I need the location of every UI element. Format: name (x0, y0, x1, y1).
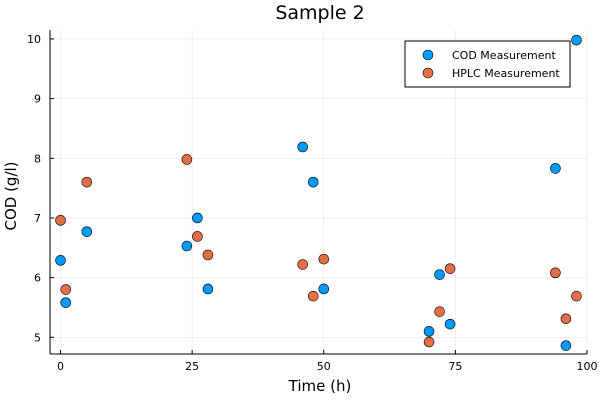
hplc-measurement-point (192, 231, 203, 242)
y-tick-label: 7 (34, 212, 41, 225)
cod-measurement-point (307, 176, 319, 188)
cod-measurement-point (81, 226, 93, 237)
x-axis-title: Time (h) (288, 377, 352, 395)
cod-measurement-point (55, 255, 66, 266)
cod-measurement-point (434, 269, 445, 280)
hplc-measurement-point (318, 253, 330, 265)
hplc-measurement-point (181, 154, 193, 165)
hplc-measurement-point (571, 290, 582, 302)
y-tick-label: 6 (34, 272, 41, 285)
x-tick-label: 25 (185, 360, 199, 373)
cod-measurement-point (318, 283, 330, 295)
cod-measurement-point (560, 340, 572, 351)
grid-layer (50, 30, 588, 354)
x-tick-label: 100 (577, 360, 598, 373)
legend-marker-cod (422, 49, 434, 61)
cod-measurement-point (550, 163, 561, 174)
hplc-measurement-point (550, 267, 561, 279)
x-tick-label: 75 (448, 360, 462, 373)
hplc-measurement-point (560, 313, 572, 325)
cod-measurement-point (60, 297, 72, 308)
x-tick-label: 50 (317, 360, 331, 373)
axis-layer: 0 25 50 75 100 5 6 7 8 9 10 (27, 30, 598, 373)
hplc-measurement-point (60, 284, 72, 295)
y-tick-label: 10 (27, 33, 41, 46)
legend: COD Measurement HPLC Measurement (404, 40, 571, 88)
x-tick-label: 0 (57, 360, 64, 373)
hplc-measurement-point (81, 176, 93, 188)
hplc-measurement-point (55, 215, 66, 226)
y-tick-label: 5 (34, 331, 41, 344)
cod-measurement-point (297, 141, 309, 153)
cod-measurement-point (202, 283, 214, 295)
hplc-measurement-point (202, 249, 214, 261)
hplc-measurement-point (444, 263, 456, 274)
y-axis-title: COD (g/l) (2, 161, 20, 230)
hplc-measurement-point (434, 306, 445, 317)
legend-label-hplc: HPLC Measurement (452, 67, 560, 80)
legend-marker-hplc (422, 67, 434, 79)
y-tick-label: 9 (34, 93, 41, 106)
legend-label-cod: COD Measurement (452, 49, 557, 62)
cod-measurement-point (571, 34, 582, 46)
cod-measurement-point (423, 326, 435, 337)
chart-title: Sample 2 (275, 2, 364, 24)
hplc-measurement-point (307, 290, 319, 302)
hplc-measurement-point (423, 336, 435, 348)
y-tick-label: 8 (34, 152, 41, 165)
hplc-measurement-point (297, 259, 309, 270)
cod-measurement-point (444, 318, 456, 330)
points-layer (55, 34, 582, 351)
cod-measurement-point (192, 212, 203, 224)
legend-box (404, 40, 571, 88)
cod-measurement-point (181, 240, 193, 252)
